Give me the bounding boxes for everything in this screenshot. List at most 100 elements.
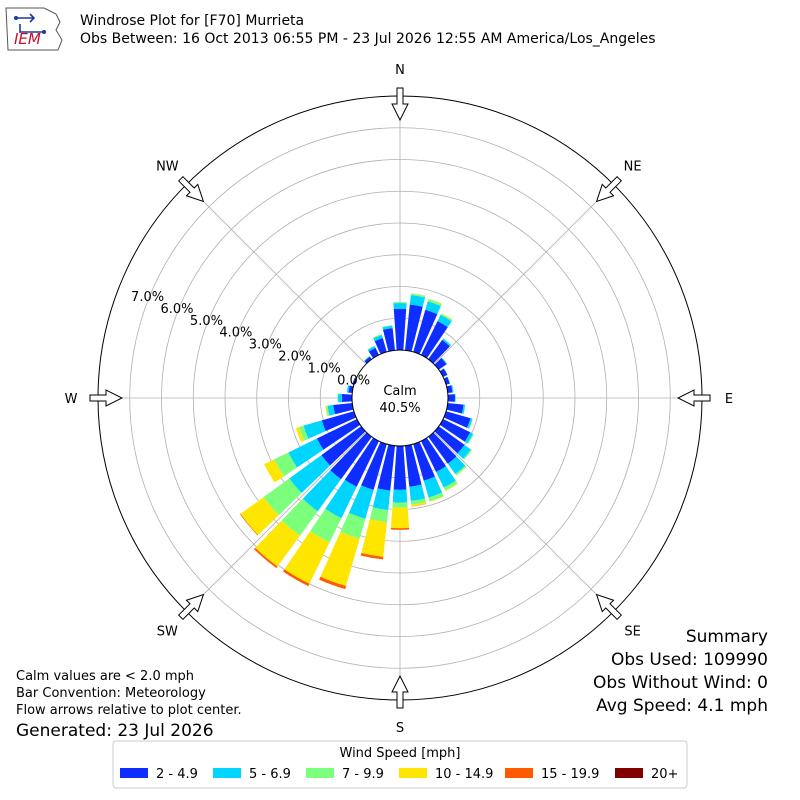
compass-label: SE	[624, 625, 640, 640]
wind-bar-segment	[368, 347, 379, 359]
wind-bar-segment	[456, 466, 467, 476]
grid-spoke	[186, 431, 367, 612]
wind-bar-segment	[413, 441, 436, 481]
note-flow: Flow arrows relative to plot center.	[16, 703, 242, 718]
wind-bar-segment	[410, 293, 426, 296]
wind-bar-segment	[363, 355, 370, 361]
wind-bar-segment	[321, 411, 357, 432]
legend-swatch	[306, 768, 334, 778]
wind-bar-segment	[443, 480, 458, 491]
wind-bar-segment	[320, 531, 360, 587]
wind-bar-segment	[326, 405, 330, 416]
wind-bar-segment	[442, 338, 451, 347]
wind-bar-segment	[468, 418, 473, 429]
legend-swatch	[213, 768, 241, 778]
wind-bar-segment	[240, 497, 279, 536]
wind-bar-segment	[295, 426, 304, 443]
grid-spoke	[186, 184, 367, 365]
wind-bar-segment	[436, 466, 456, 488]
legend: Wind Speed [mph] 2 - 4.9 5 - 6.9 7 - 9.9 10…	[112, 740, 688, 789]
wind-bar-segment	[434, 358, 447, 370]
wind-bar-segment	[425, 301, 441, 315]
wind-bar-segment	[321, 426, 366, 466]
compass-label: NE	[624, 159, 642, 174]
wind-bar-segment	[463, 449, 472, 460]
wind-bar-segment	[441, 357, 448, 365]
note-calm: Calm values are < 2.0 mph	[16, 669, 194, 684]
wind-bar-segment	[423, 476, 443, 498]
wind-bar-segment	[446, 403, 464, 414]
summary-obs-without-wind: Obs Without Wind: 0	[593, 673, 768, 693]
wind-bar-segment	[310, 508, 342, 543]
wind-bar-segment	[461, 404, 466, 414]
wind-bar-segment	[411, 502, 427, 507]
wind-bar-segment	[288, 438, 324, 468]
compass-labels: N NE E SE S SW W NW	[65, 63, 734, 736]
summary-title: Summary	[686, 627, 768, 647]
flow-arrow-icon	[391, 87, 409, 122]
flow-arrow-icon	[595, 175, 623, 203]
wind-bar-segment	[382, 325, 393, 328]
legend-swatch	[615, 768, 643, 778]
summary-avg-speed: Avg Speed: 4.1 mph	[596, 696, 768, 716]
flow-arrow-icon	[595, 593, 623, 621]
wind-bar-segment	[428, 432, 457, 464]
compass-label: S	[396, 721, 404, 736]
wind-bar-segment	[439, 419, 471, 442]
wind-bar-segment	[374, 338, 387, 355]
polar-overlay: Calm 40.5%	[89, 87, 711, 709]
wind-bar-segment	[367, 345, 375, 351]
wind-bar-segment	[330, 432, 372, 480]
wind-bar-segment	[393, 303, 407, 309]
wind-bar-segment	[282, 569, 310, 587]
wind-bar-segment	[429, 496, 444, 502]
wind-bar-segment	[255, 520, 300, 567]
wind-bar-segment	[284, 531, 330, 584]
wind-bar-segment	[325, 479, 357, 519]
wind-bar-segment	[467, 433, 474, 445]
wind-bar-segment	[437, 314, 452, 328]
wind-bar-segment	[392, 489, 408, 503]
wind-bar-segment	[298, 425, 309, 441]
radial-tick-label: 2.0%	[278, 349, 311, 364]
compass-label: W	[65, 392, 78, 407]
wind-bar-segment	[428, 298, 442, 304]
wind-bar-segment	[274, 452, 298, 477]
wind-bar-segment	[337, 393, 339, 403]
wind-bar-segment	[382, 325, 393, 330]
wind-bar-segment	[454, 394, 456, 402]
wind-bar-segment	[439, 368, 448, 377]
wind-bar-segment	[446, 385, 453, 393]
grid-spoke	[433, 184, 614, 365]
wind-bar-segment	[405, 304, 423, 352]
legend-label: 2 - 4.9	[156, 767, 198, 782]
wind-bar-segment	[440, 313, 453, 322]
wind-bar-segment	[346, 385, 350, 393]
calm-circle	[351, 349, 449, 447]
wind-bar-segment	[441, 313, 453, 321]
wind-bar-segment	[421, 321, 448, 359]
radial-tick-label: 6.0%	[160, 302, 193, 317]
wind-bar-segment	[447, 456, 466, 475]
wind-bar-segment	[441, 357, 448, 364]
wind-bar-segment	[360, 553, 384, 560]
wind-bar-segment	[373, 335, 383, 342]
wind-bar-segment	[443, 368, 448, 375]
wind-bar-segment	[364, 356, 372, 364]
wind-bar-segment	[253, 547, 278, 569]
flow-arrow-icon	[177, 175, 205, 203]
wind-bar-segment	[464, 432, 474, 444]
wind-bar-segment	[364, 356, 370, 362]
wind-bar-segment	[263, 478, 302, 516]
wind-bar-segment	[325, 405, 328, 417]
wind-bar-segment	[447, 394, 455, 402]
wind-bar-segment	[338, 393, 342, 403]
wind-bar-segment	[427, 299, 442, 307]
wind-bar-segment	[443, 338, 452, 346]
wind-bar-segment	[348, 485, 374, 519]
wind-bar-segment	[390, 527, 410, 530]
wind-bar-segment	[377, 444, 395, 491]
wind-bar-segment	[393, 445, 407, 490]
wind-bar-segment	[447, 376, 451, 384]
